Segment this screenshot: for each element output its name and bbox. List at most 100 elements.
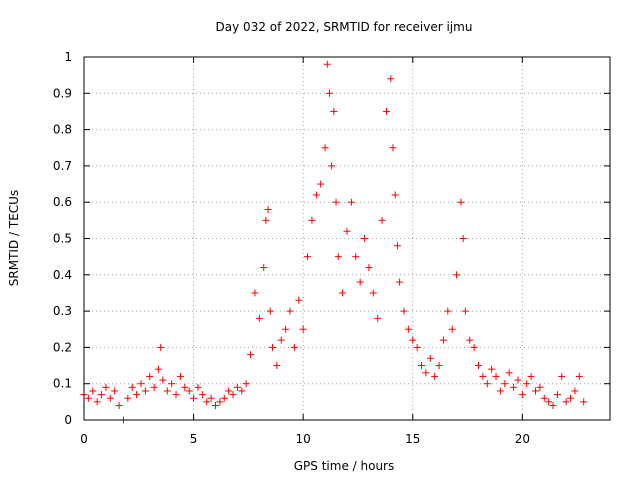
data-point: [374, 314, 382, 322]
data-point: [328, 162, 336, 170]
data-point: [518, 391, 526, 399]
data-point: [356, 278, 364, 286]
data-point: [393, 242, 401, 250]
data-point: [84, 394, 92, 402]
data-point: [426, 354, 434, 362]
data-point: [323, 60, 331, 68]
data-point: [268, 343, 276, 351]
data-point: [330, 107, 338, 115]
data-point: [334, 253, 342, 261]
y-tick-label: 0: [64, 413, 72, 427]
data-point: [361, 235, 369, 242]
data-point: [435, 362, 443, 370]
data-point: [137, 380, 145, 388]
data-point: [479, 372, 487, 380]
data-point: [299, 325, 307, 333]
data-point: [422, 369, 430, 377]
data-point: [146, 372, 154, 380]
data-point: [332, 198, 340, 206]
data-point: [523, 380, 531, 388]
data-point: [115, 401, 123, 409]
data-point: [190, 394, 198, 402]
data-point: [141, 387, 149, 395]
y-tick-label: 1: [64, 50, 72, 64]
data-point: [457, 198, 465, 206]
data-point: [216, 398, 224, 406]
data-point: [389, 144, 397, 152]
data-point: [470, 343, 478, 351]
data-point: [98, 391, 106, 399]
data-point: [266, 307, 274, 315]
data-point: [575, 372, 583, 380]
data-point: [225, 387, 233, 395]
data-point: [505, 369, 513, 377]
axis-ticks: 0 5 10 15 20 0 0.1 0.2 0.3 0.4 0.5 0.6 0.7 0.8 0.9 1: [53, 50, 610, 446]
x-axis-label: GPS time / hours: [294, 459, 395, 473]
data-point: [418, 362, 426, 370]
data-point: [580, 398, 588, 406]
data-point: [304, 253, 312, 261]
y-tick-label: 0.9: [53, 86, 72, 100]
data-point: [111, 387, 119, 395]
data-point: [325, 89, 333, 97]
data-point: [260, 264, 268, 272]
data-point: [459, 235, 467, 242]
data-point: [347, 198, 355, 206]
data-point: [124, 394, 132, 402]
data-point: [527, 372, 535, 380]
data-point: [102, 383, 110, 391]
data-point: [400, 307, 408, 315]
y-tick-label: 0.7: [53, 159, 72, 173]
data-point: [229, 391, 237, 399]
data-point: [404, 325, 412, 333]
data-points: [80, 60, 588, 424]
data-point: [567, 394, 575, 402]
x-tick-label: 0: [80, 432, 88, 446]
data-point: [453, 271, 461, 279]
data-point: [352, 253, 360, 261]
data-point: [181, 383, 189, 391]
data-point: [466, 336, 474, 344]
y-tick-label: 0.2: [53, 340, 72, 354]
data-point: [233, 383, 241, 391]
data-point: [93, 398, 101, 406]
data-point: [150, 383, 158, 391]
data-point: [212, 401, 219, 409]
data-point: [444, 307, 452, 315]
data-point: [571, 387, 579, 395]
y-tick-label: 0.1: [53, 377, 72, 391]
data-point: [172, 391, 180, 399]
data-point: [290, 343, 298, 351]
data-point: [540, 394, 548, 402]
data-point: [553, 391, 561, 399]
data-point: [157, 343, 165, 351]
data-point: [238, 387, 246, 395]
data-point: [128, 383, 136, 391]
data-point: [483, 380, 491, 388]
data-point: [448, 325, 456, 333]
data-point: [255, 314, 263, 322]
data-point: [492, 372, 500, 380]
data-point: [251, 289, 259, 297]
data-point: [387, 75, 395, 83]
data-point: [89, 387, 97, 395]
data-point: [545, 398, 553, 406]
y-axis-label: SRMTID / TECUs: [7, 190, 21, 286]
data-point: [312, 191, 320, 199]
data-point: [277, 336, 285, 344]
data-point: [176, 372, 184, 380]
data-point: [475, 362, 482, 370]
data-point: [163, 387, 171, 395]
chart-title: Day 032 of 2022, SRMTID for receiver ijm…: [216, 20, 473, 34]
x-tick-label: 20: [515, 432, 530, 446]
data-point: [391, 191, 399, 199]
data-point: [198, 391, 206, 399]
x-tick-label: 10: [296, 432, 311, 446]
data-point: [295, 296, 303, 304]
data-point: [396, 278, 404, 286]
x-tick-label: 15: [405, 432, 420, 446]
y-tick-label: 0.8: [53, 123, 72, 137]
data-point: [378, 216, 386, 224]
data-point: [439, 336, 447, 344]
